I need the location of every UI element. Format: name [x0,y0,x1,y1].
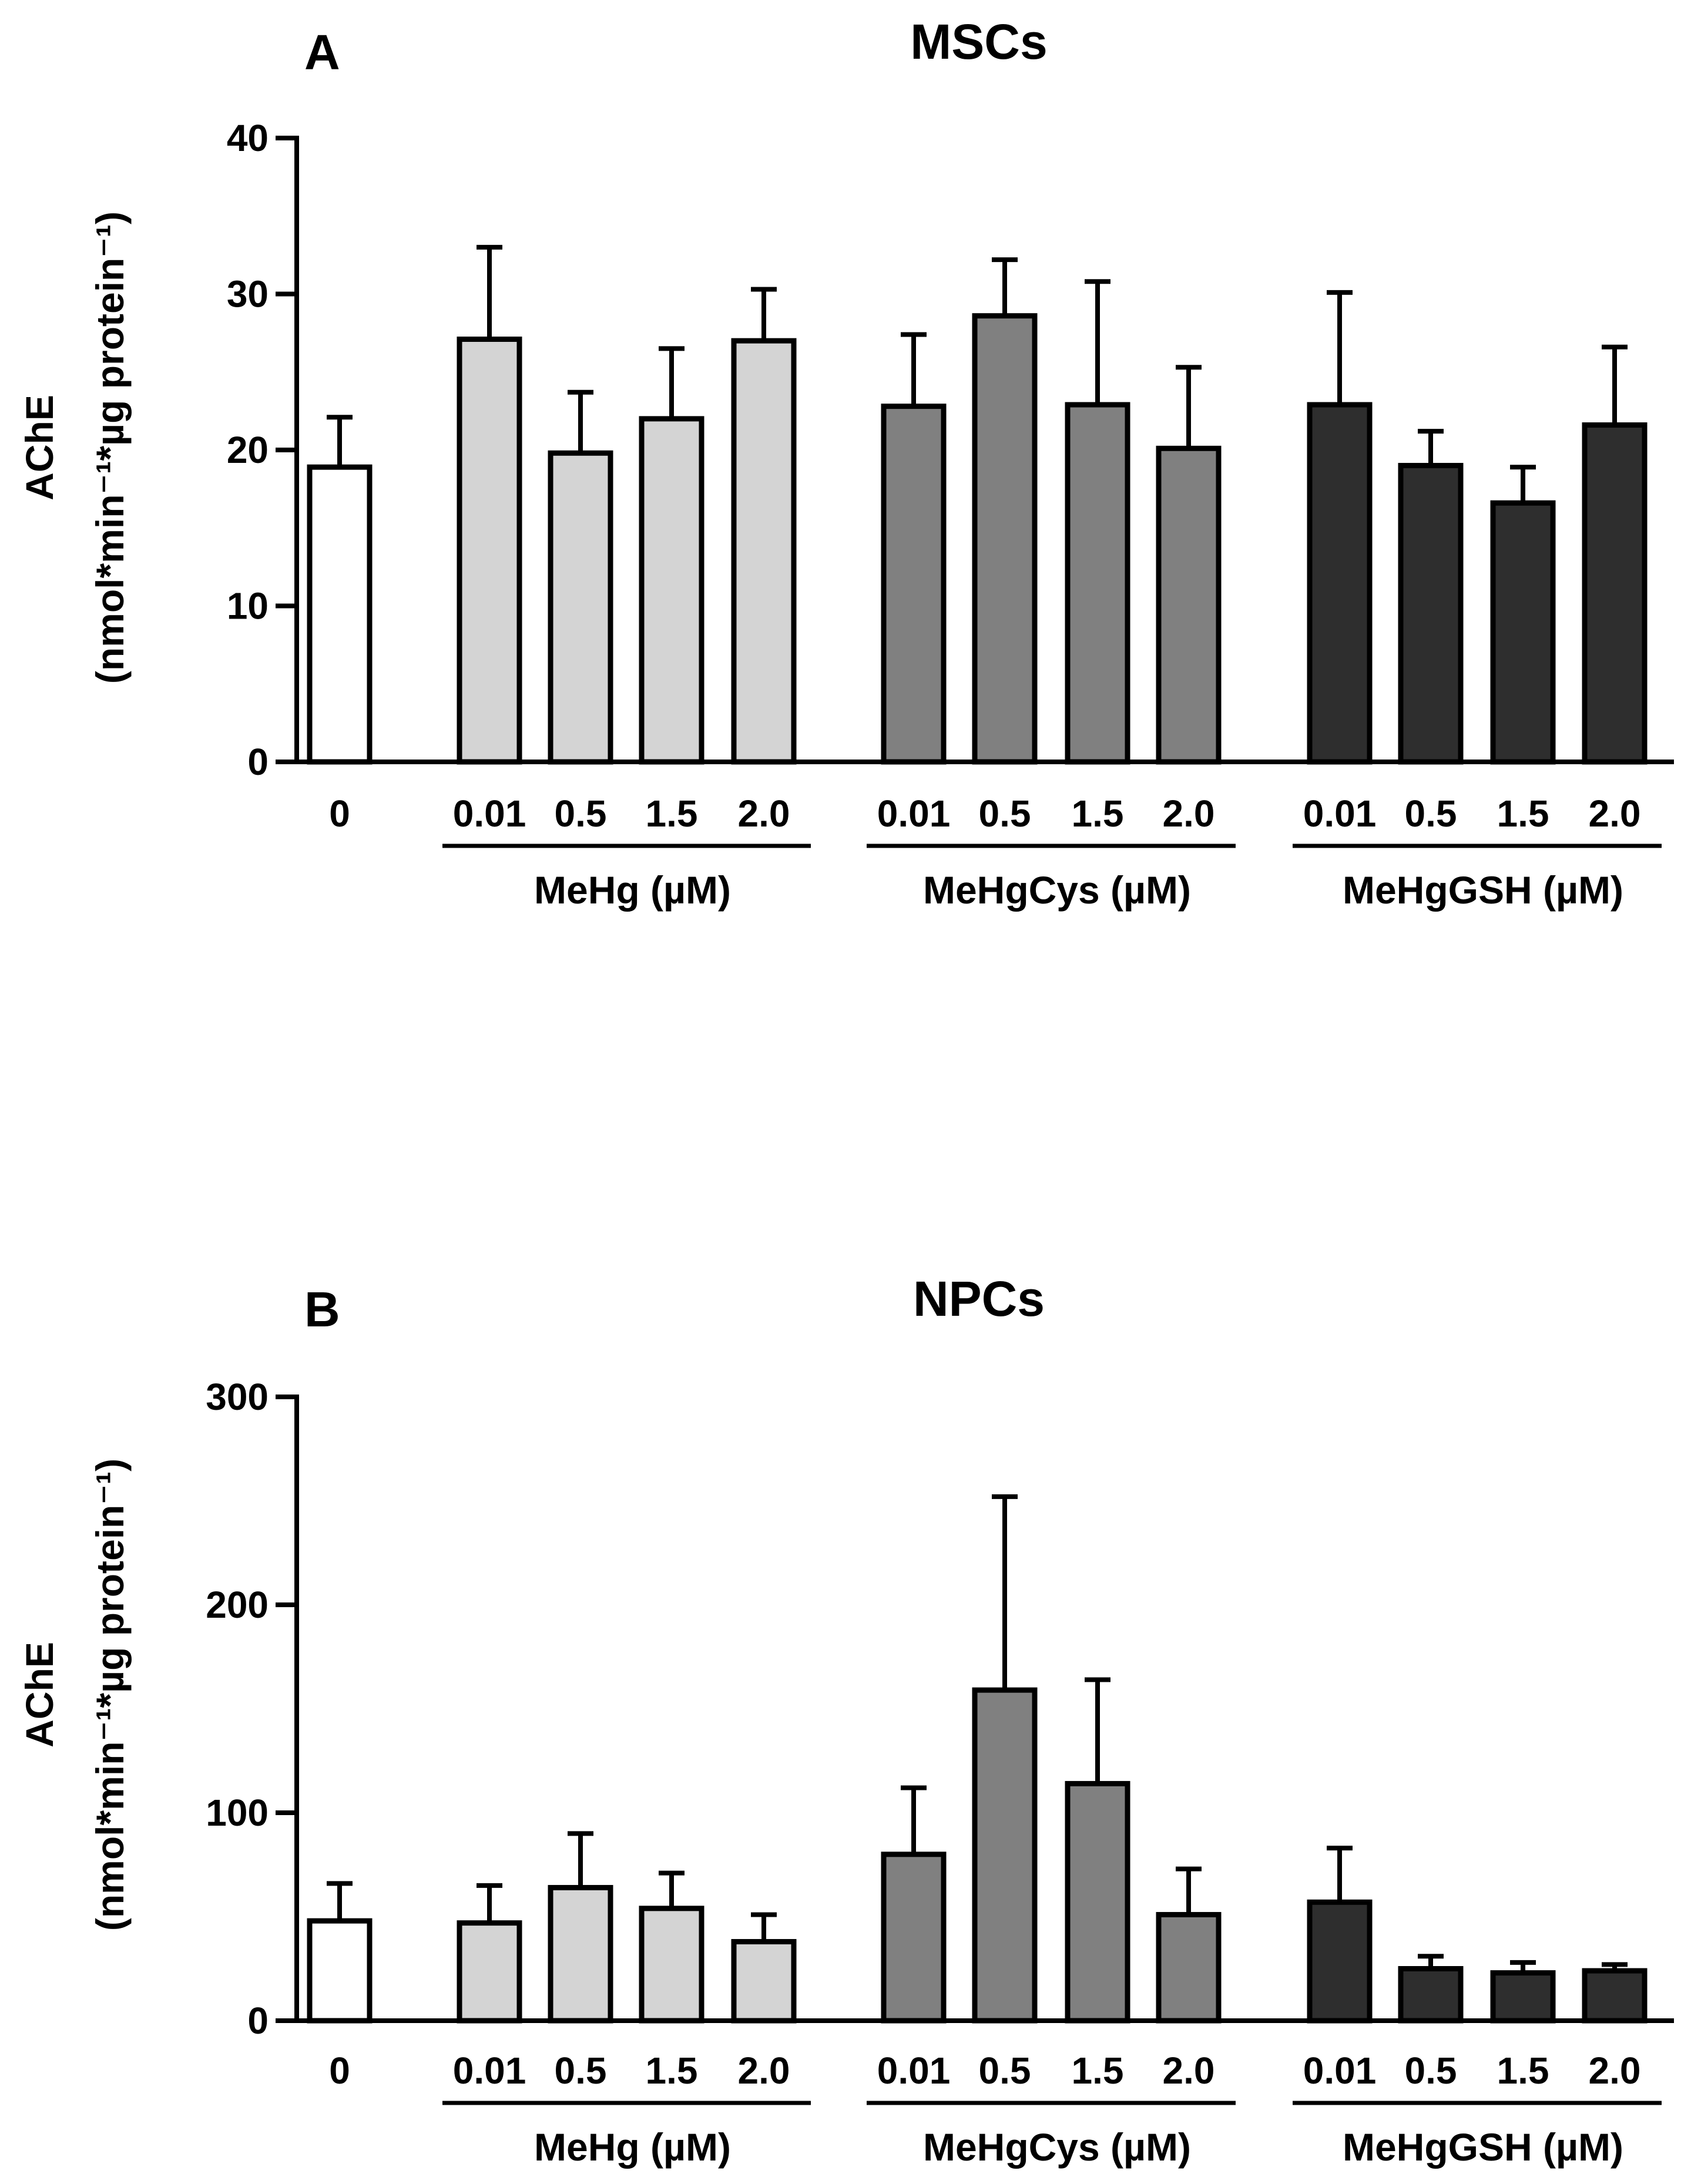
x-tick-label: 2.0 [738,792,790,835]
x-tick-label: 0.5 [1405,2049,1457,2092]
bar [972,313,1038,765]
x-tick-label: 1.5 [1072,2049,1124,2092]
bar [457,336,522,765]
panel-a-letter: A [304,25,340,80]
x-tick-label: 0.01 [877,2049,951,2092]
x-tick-label: 2.0 [1163,792,1215,835]
bar [881,404,947,765]
group-label: MeHgGSH (µM) [1343,2125,1623,2169]
bar [881,1852,947,2024]
bar [307,464,373,765]
y-tick-label: 200 [206,1584,269,1626]
y-tick-label: 40 [227,117,269,159]
y-tick-label: 100 [206,1792,269,1834]
x-tick-label: 1.5 [1497,792,1549,835]
x-tick-label: 1.5 [1497,2049,1549,2092]
x-tick-label: 0 [329,792,350,835]
panel-a-ylabel-line1: AChE [18,395,61,500]
panel-a-ylabel-line2: (nmol*min⁻¹*µg protein⁻¹) [88,211,132,684]
bar [639,1906,704,2024]
x-tick-label: 0.01 [1303,2049,1377,2092]
x-tick-label: 0.5 [1405,792,1457,835]
y-tick-label: 30 [227,273,269,315]
x-tick-label: 0 [329,2049,350,2092]
y-tick-label: 10 [227,585,269,627]
panel-b-ylabel-line1: AChE [18,1642,61,1748]
bar [972,1687,1038,2024]
x-tick-label: 1.5 [646,2049,698,2092]
x-tick-label: 0.01 [453,792,526,835]
x-tick-label: 2.0 [738,2049,790,2092]
x-tick-label: 2.0 [1589,792,1641,835]
panel-b-title: NPCs [913,1271,1045,1326]
y-tick-label: 0 [247,2000,269,2042]
bar [1398,1966,1464,2024]
bar [639,416,704,765]
x-tick-label: 0.01 [1303,792,1377,835]
x-tick-label: 0.01 [453,2049,526,2092]
group-label: MeHg (µM) [534,868,731,912]
bar [1307,402,1373,765]
x-tick-label: 0.01 [877,792,951,835]
bar [1582,1968,1648,2024]
bar [1582,422,1648,765]
bar [1307,1899,1373,2024]
group-label: MeHg (µM) [534,2125,731,2169]
panel-b-ylabel-line2: (nmol*min⁻¹*µg protein⁻¹) [88,1459,132,1931]
bar [731,1938,797,2024]
bar [1065,1780,1130,2024]
bar [548,450,613,765]
y-tick-label: 0 [247,741,269,783]
bar [1156,1911,1222,2024]
x-tick-label: 1.5 [1072,792,1124,835]
panel-a-title: MSCs [910,14,1047,69]
x-tick-label: 1.5 [646,792,698,835]
group-label: MeHgCys (µM) [923,868,1191,912]
bar [1490,1970,1556,2024]
bar [1156,445,1222,765]
group-label: MeHgCys (µM) [923,2125,1191,2169]
bar [307,1918,373,2024]
bar [1065,402,1130,765]
x-tick-label: 2.0 [1163,2049,1215,2092]
x-tick-label: 0.5 [979,792,1031,835]
bar [1490,500,1556,765]
bar [548,1884,613,2024]
x-tick-label: 0.5 [555,792,607,835]
y-tick-label: 300 [206,1376,269,1418]
x-tick-label: 0.5 [979,2049,1031,2092]
panel-b-letter: B [304,1282,340,1337]
bar [731,338,797,765]
x-tick-label: 2.0 [1589,2049,1641,2092]
y-tick-label: 20 [227,429,269,471]
group-label: MeHgGSH (µM) [1343,868,1623,912]
x-tick-label: 0.5 [555,2049,607,2092]
bar [457,1920,522,2024]
bar [1398,463,1464,765]
